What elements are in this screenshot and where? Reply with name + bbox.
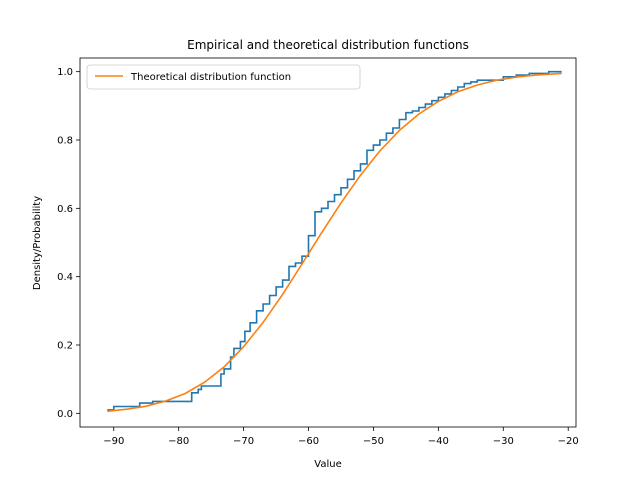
x-axis-ticks: −90 −80 −70 −60 −50 −40 −30 −20 (103, 427, 579, 447)
x-tick-label: −30 (493, 436, 514, 447)
x-axis-label: Value (314, 459, 341, 470)
plot-area (107, 70, 562, 413)
y-tick-label: 0.2 (57, 341, 73, 352)
y-tick-label: 0.6 (57, 204, 73, 215)
legend-entry-theoretical: Theoretical distribution function (130, 72, 291, 83)
x-tick-label: −80 (168, 436, 189, 447)
y-axis-label: Density/Probability (32, 196, 43, 290)
x-tick-label: −40 (428, 436, 449, 447)
chart-title: Empirical and theoretical distribution f… (187, 38, 469, 52)
axes-frame (79, 57, 577, 428)
legend: Theoretical distribution function (86, 64, 361, 90)
x-tick-label: −50 (363, 436, 384, 447)
x-tick-label: −60 (298, 436, 319, 447)
theoretical-line-series (107, 72, 562, 413)
y-axis-ticks: 0.0 0.2 0.4 0.6 0.8 1.0 (57, 67, 80, 420)
y-tick-label: 0.0 (57, 409, 73, 420)
x-tick-label: −20 (558, 436, 579, 447)
empirical-step-series (107, 70, 562, 411)
legend-box (86, 64, 361, 90)
y-tick-label: 1.0 (57, 67, 73, 78)
y-tick-label: 0.8 (57, 136, 73, 147)
x-tick-label: −90 (103, 436, 124, 447)
x-tick-label: −70 (233, 436, 254, 447)
y-tick-label: 0.4 (57, 272, 73, 283)
